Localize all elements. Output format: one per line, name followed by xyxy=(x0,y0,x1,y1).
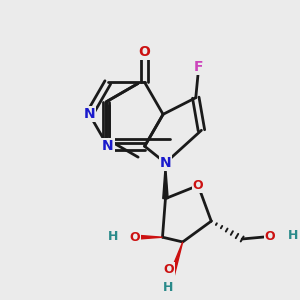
Text: O: O xyxy=(139,44,151,58)
Text: O: O xyxy=(265,230,275,242)
Text: H: H xyxy=(287,229,298,242)
Polygon shape xyxy=(163,163,168,199)
Text: O: O xyxy=(163,263,174,276)
Text: O: O xyxy=(193,179,203,192)
Polygon shape xyxy=(130,235,163,240)
Text: N: N xyxy=(84,107,95,121)
Text: F: F xyxy=(194,60,203,74)
Polygon shape xyxy=(169,242,183,275)
Text: H: H xyxy=(163,281,174,294)
Text: O: O xyxy=(129,231,140,244)
Text: N: N xyxy=(102,139,114,153)
Text: H: H xyxy=(108,230,118,243)
Text: N: N xyxy=(160,156,171,170)
